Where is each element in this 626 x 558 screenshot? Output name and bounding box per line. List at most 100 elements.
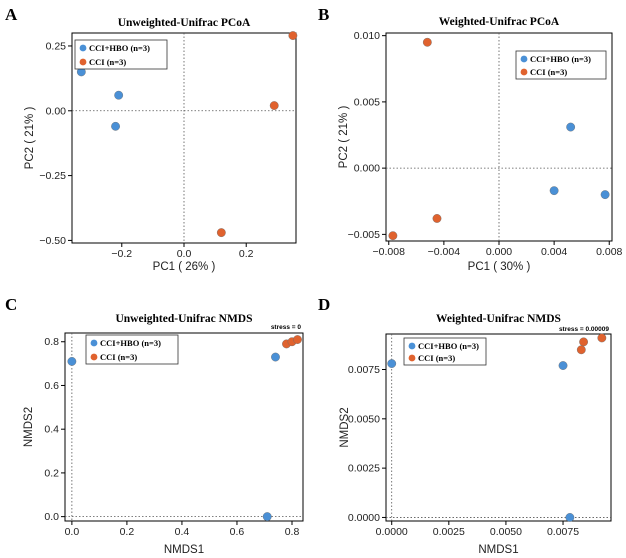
legend-box	[85, 334, 179, 365]
x-tick-label: 0.0025	[433, 526, 465, 538]
y-tick-label: 0.000	[354, 163, 380, 175]
x-tick-label: −0.004	[428, 246, 461, 258]
point-cci-hbo	[565, 513, 575, 522]
legend-label-cci-hbo: CCI+HBO (n=3)	[89, 43, 150, 53]
x-tick-label: −0.008	[373, 246, 406, 258]
legend-marker-cci-hbo	[90, 339, 98, 347]
point-cci	[432, 214, 442, 223]
legend-marker-cci	[408, 354, 416, 362]
chart-title: Weighted-Unifrac PCoA	[439, 16, 560, 28]
x-tick-label: 0.0050	[490, 526, 522, 538]
point-cci	[288, 31, 298, 40]
y-tick-label: 0.25	[46, 40, 67, 52]
plot-frame	[64, 332, 304, 522]
x-tick-label: 0.2	[239, 248, 254, 260]
x-tick-label: −0.2	[111, 248, 132, 260]
plot-frame	[385, 333, 612, 522]
point-cci	[216, 228, 226, 238]
y-tick-label: 0.005	[354, 96, 380, 108]
y-tick-label: 0.010	[354, 30, 380, 42]
panel-d: D Weighted-Unifrac NMDS 0.0000 0.0025 0.0050…	[318, 295, 612, 556]
x-tick-label: 0.004	[541, 246, 567, 258]
point-cci	[269, 101, 279, 110]
x-tick-label: 0.0	[65, 526, 80, 538]
legend-marker-cci-hbo	[520, 55, 528, 63]
point-cci-hbo	[387, 359, 397, 368]
stress-label: stress = 0	[271, 324, 302, 331]
chart-title: Unweighted-Unifrac PCoA	[118, 17, 251, 29]
point-cci-hbo	[549, 186, 559, 196]
point-cci-hbo	[566, 122, 576, 132]
point-cci	[597, 333, 607, 343]
point-cci-hbo	[271, 352, 280, 362]
point-cci-hbo	[262, 512, 272, 522]
legend-label-cci-hbo: CCI+HBO (n=3)	[418, 341, 479, 351]
point-cci	[579, 337, 588, 347]
x-tick-label: 0.6	[230, 526, 245, 538]
legend: CCI+HBO (n=3) CCI (n=3)	[515, 50, 607, 80]
y-tick-label: 0.6	[44, 380, 59, 392]
legend-marker-cci-hbo	[408, 342, 416, 350]
y-axis-label: NMDS2	[23, 407, 35, 447]
y-tick-label: 0.00	[46, 105, 67, 117]
legend-label-cci-hbo: CCI+HBO (n=3)	[530, 54, 591, 64]
point-cci	[388, 231, 398, 241]
y-tick-label: 0.0025	[348, 463, 380, 475]
y-tick-label: 0.8	[44, 336, 59, 348]
chart-title: Unweighted-Unifrac NMDS	[115, 313, 252, 325]
legend-label-cci: CCI (n=3)	[89, 57, 126, 67]
panel-letter: D	[318, 295, 330, 314]
point-cci	[576, 345, 586, 355]
legend-marker-cci-hbo	[79, 44, 87, 52]
y-tick-label: 0.0000	[348, 512, 380, 524]
panel-c: C Unweighted-Unifrac NMDS 0.0 0.2 0.4 0.6 0.8 0…	[5, 295, 304, 556]
chart-title: Weighted-Unifrac NMDS	[436, 313, 561, 325]
legend: CCI+HBO (n=3) CCI (n=3)	[85, 334, 179, 365]
legend-marker-cci	[90, 353, 98, 361]
y-tick-label: −0.25	[39, 170, 66, 182]
y-axis-label: PC2 ( 21% )	[24, 107, 36, 170]
y-tick-label: −0.005	[348, 229, 381, 241]
point-cci	[422, 37, 432, 47]
y-tick-label: 0.0050	[348, 413, 380, 425]
legend-box	[403, 337, 487, 366]
x-tick-label: 0.000	[486, 246, 512, 258]
point-cci-hbo	[114, 90, 124, 100]
legend-box	[74, 39, 168, 70]
point-cci-hbo	[600, 190, 610, 200]
legend-label-cci: CCI (n=3)	[100, 352, 137, 362]
point-cci-hbo	[111, 121, 120, 131]
legend-box	[515, 50, 607, 80]
panel-letter: C	[5, 295, 17, 314]
y-axis-label: NMDS2	[339, 407, 351, 447]
y-tick-label: −0.50	[39, 235, 66, 247]
legend-marker-cci	[79, 58, 87, 66]
x-tick-label: 0.4	[175, 526, 190, 538]
x-axis-label: PC1 ( 26% )	[153, 261, 216, 273]
x-tick-label: 0.008	[596, 246, 622, 258]
x-tick-label: 0.0075	[547, 526, 579, 538]
stress-label: stress = 0.00009	[559, 326, 609, 333]
legend-label-cci-hbo: CCI+HBO (n=3)	[100, 338, 161, 348]
legend: CCI+HBO (n=3) CCI (n=3)	[403, 337, 487, 366]
y-tick-label: 0.4	[44, 424, 59, 436]
legend-label-cci: CCI (n=3)	[418, 353, 455, 363]
x-axis-label: PC1 ( 30% )	[468, 261, 531, 273]
y-axis-label: PC2 ( 21% )	[338, 106, 350, 169]
y-tick-label: 0.0075	[348, 364, 380, 376]
legend-label-cci: CCI (n=3)	[530, 67, 567, 77]
panel-letter: A	[5, 5, 18, 24]
point-cci-hbo	[558, 361, 568, 370]
panel-b: B Weighted-Unifrac PCoA −0.008 −0.004 0.000 0…	[318, 5, 623, 273]
legend-marker-cci	[520, 68, 528, 76]
x-tick-label: 0.8	[285, 526, 300, 538]
x-axis-label: NMDS1	[164, 544, 204, 556]
point-cci-hbo	[67, 357, 77, 366]
panel-a: A Unweighted-Unifrac PCoA −0.2 0.0 0.2 −0.50 −…	[5, 5, 298, 273]
x-tick-label: 0.0	[177, 248, 192, 260]
point-cci	[293, 335, 302, 344]
x-axis-label: NMDS1	[478, 544, 518, 556]
y-tick-label: 0.2	[44, 467, 59, 479]
x-tick-label: 0.0000	[376, 526, 408, 538]
